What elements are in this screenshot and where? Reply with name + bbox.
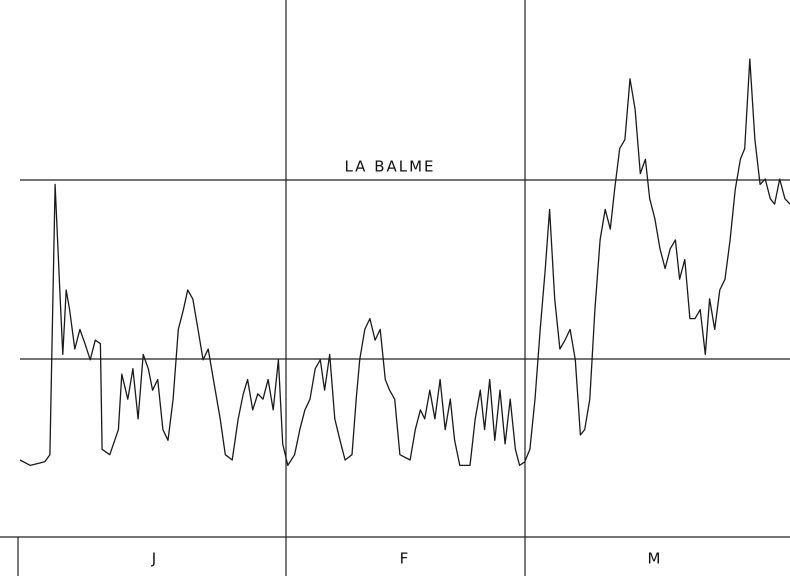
- x-tick-label: F: [400, 550, 411, 568]
- chart-title: LA BALME: [344, 158, 435, 176]
- data-line: [19, 58, 790, 467]
- x-tick-label: J: [151, 550, 158, 568]
- x-tick-label: M: [648, 550, 663, 568]
